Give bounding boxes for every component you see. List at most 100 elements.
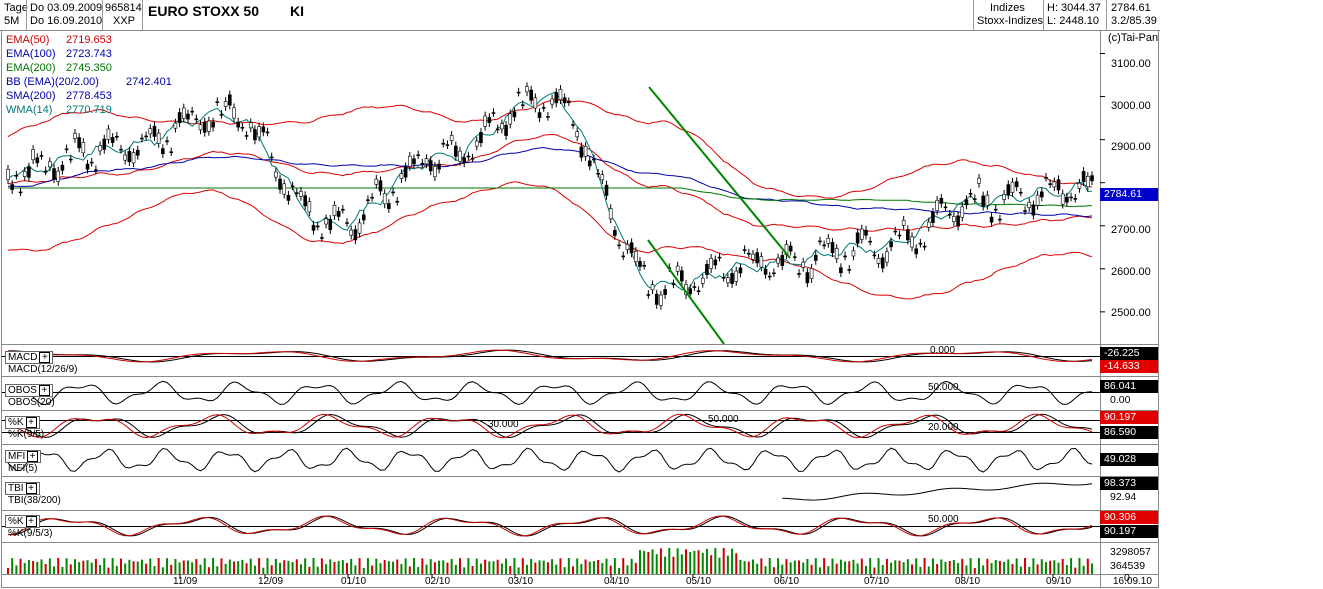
panel-macd-label[interactable]: MACD + — [5, 351, 54, 365]
volume-bar — [233, 561, 236, 574]
volume-bar — [396, 559, 399, 574]
volume-bar — [609, 565, 612, 574]
candle-body — [512, 111, 517, 118]
candle-body — [952, 216, 956, 222]
volume-bar — [417, 567, 420, 574]
candle-body — [625, 244, 630, 250]
candle-body — [165, 140, 169, 143]
candle-body — [546, 116, 550, 118]
copyright: (c)Tai-Pan — [1108, 32, 1159, 44]
volume-bar — [555, 564, 558, 574]
candle-body — [336, 211, 341, 217]
volume-bar — [479, 563, 482, 574]
candle-body — [152, 125, 157, 137]
candle-body — [767, 275, 772, 278]
candle-body — [801, 261, 806, 268]
candle-body — [914, 248, 919, 255]
volume-bar — [500, 563, 503, 574]
candle-body — [993, 208, 998, 211]
panel-tbi-label[interactable]: TBI + — [5, 482, 40, 496]
volume-bar — [781, 564, 784, 574]
volume-bar — [178, 562, 181, 574]
panel-k-label[interactable]: %K + — [5, 416, 40, 430]
volume-bar — [911, 564, 914, 574]
volume-bar — [408, 566, 411, 574]
volume-bar — [864, 565, 867, 574]
candle-body — [181, 107, 186, 119]
wkn: 965814 — [105, 2, 142, 14]
candle-body — [261, 126, 266, 133]
volume-bar — [61, 566, 64, 574]
add-icon: + — [25, 417, 37, 428]
volume-bar — [308, 566, 311, 574]
volume-bar — [785, 559, 788, 574]
candle-body — [433, 166, 437, 178]
volume-bar — [655, 554, 658, 574]
volume-bar — [371, 565, 374, 574]
volume-bar — [157, 558, 160, 574]
candle-body — [190, 110, 194, 113]
volume-bar — [906, 559, 909, 574]
candle-body — [726, 277, 730, 284]
x-tick-0210: 02/10 — [425, 576, 451, 587]
candle-body — [1023, 210, 1027, 212]
volume-bar — [36, 561, 39, 574]
volume-bar — [320, 558, 323, 574]
volume-bar — [689, 552, 692, 574]
candle-body — [94, 169, 98, 172]
candle-body — [382, 193, 387, 205]
volume-bar — [852, 559, 855, 574]
volume-bar — [986, 558, 989, 574]
candle-body — [361, 214, 366, 221]
candle-body — [328, 219, 333, 230]
volume-bar — [1044, 562, 1047, 574]
volume-bar — [973, 567, 976, 574]
panel-mfi-label[interactable]: MFI + — [5, 450, 42, 464]
volume-bar — [651, 549, 654, 574]
x-tick-0510: 05/10 — [686, 576, 712, 587]
volume-bar — [120, 558, 123, 574]
volume-bar — [195, 559, 198, 574]
candle-body — [738, 267, 743, 274]
volume-bar — [65, 558, 68, 574]
candle-body — [960, 206, 965, 218]
volume-bar — [735, 553, 738, 574]
volume-bar — [140, 559, 143, 574]
volume-bar — [57, 558, 60, 574]
panel-k2-label[interactable]: %K + — [5, 515, 40, 529]
volume-bar — [643, 550, 646, 574]
volume-bar — [848, 561, 851, 574]
candle-body — [14, 174, 19, 177]
volume-bar — [212, 558, 215, 574]
candle-body — [571, 124, 575, 126]
candle-body — [897, 234, 902, 237]
volume-bar — [551, 559, 554, 574]
volume-bar — [438, 560, 441, 574]
ema100-line — [7, 146, 1093, 218]
candle-body — [1048, 183, 1052, 185]
candle-body — [483, 115, 487, 127]
candle-body — [613, 230, 617, 236]
price-tick-3000: 3000.00 — [1111, 100, 1151, 112]
candle-body — [391, 191, 395, 194]
volume-bar — [442, 560, 445, 574]
candle-body — [194, 118, 199, 121]
volume-bar — [894, 560, 897, 574]
x-end-date: 16.09.10 — [1113, 576, 1152, 587]
volume-bar — [567, 558, 570, 574]
candle-body — [6, 168, 10, 180]
candle-body — [847, 269, 852, 271]
volume-bar — [739, 559, 742, 574]
candle-body — [985, 194, 990, 206]
volume-bar — [839, 559, 842, 574]
volume-bar — [710, 555, 713, 574]
candle-body — [110, 137, 115, 143]
volume-bar — [354, 565, 357, 574]
panel-obos-label[interactable]: OBOS + — [5, 384, 53, 398]
candle-body — [650, 284, 655, 291]
candle-body — [709, 258, 713, 269]
volume-bar — [751, 559, 754, 574]
candle-body — [119, 148, 123, 151]
volume-bar — [915, 558, 918, 574]
